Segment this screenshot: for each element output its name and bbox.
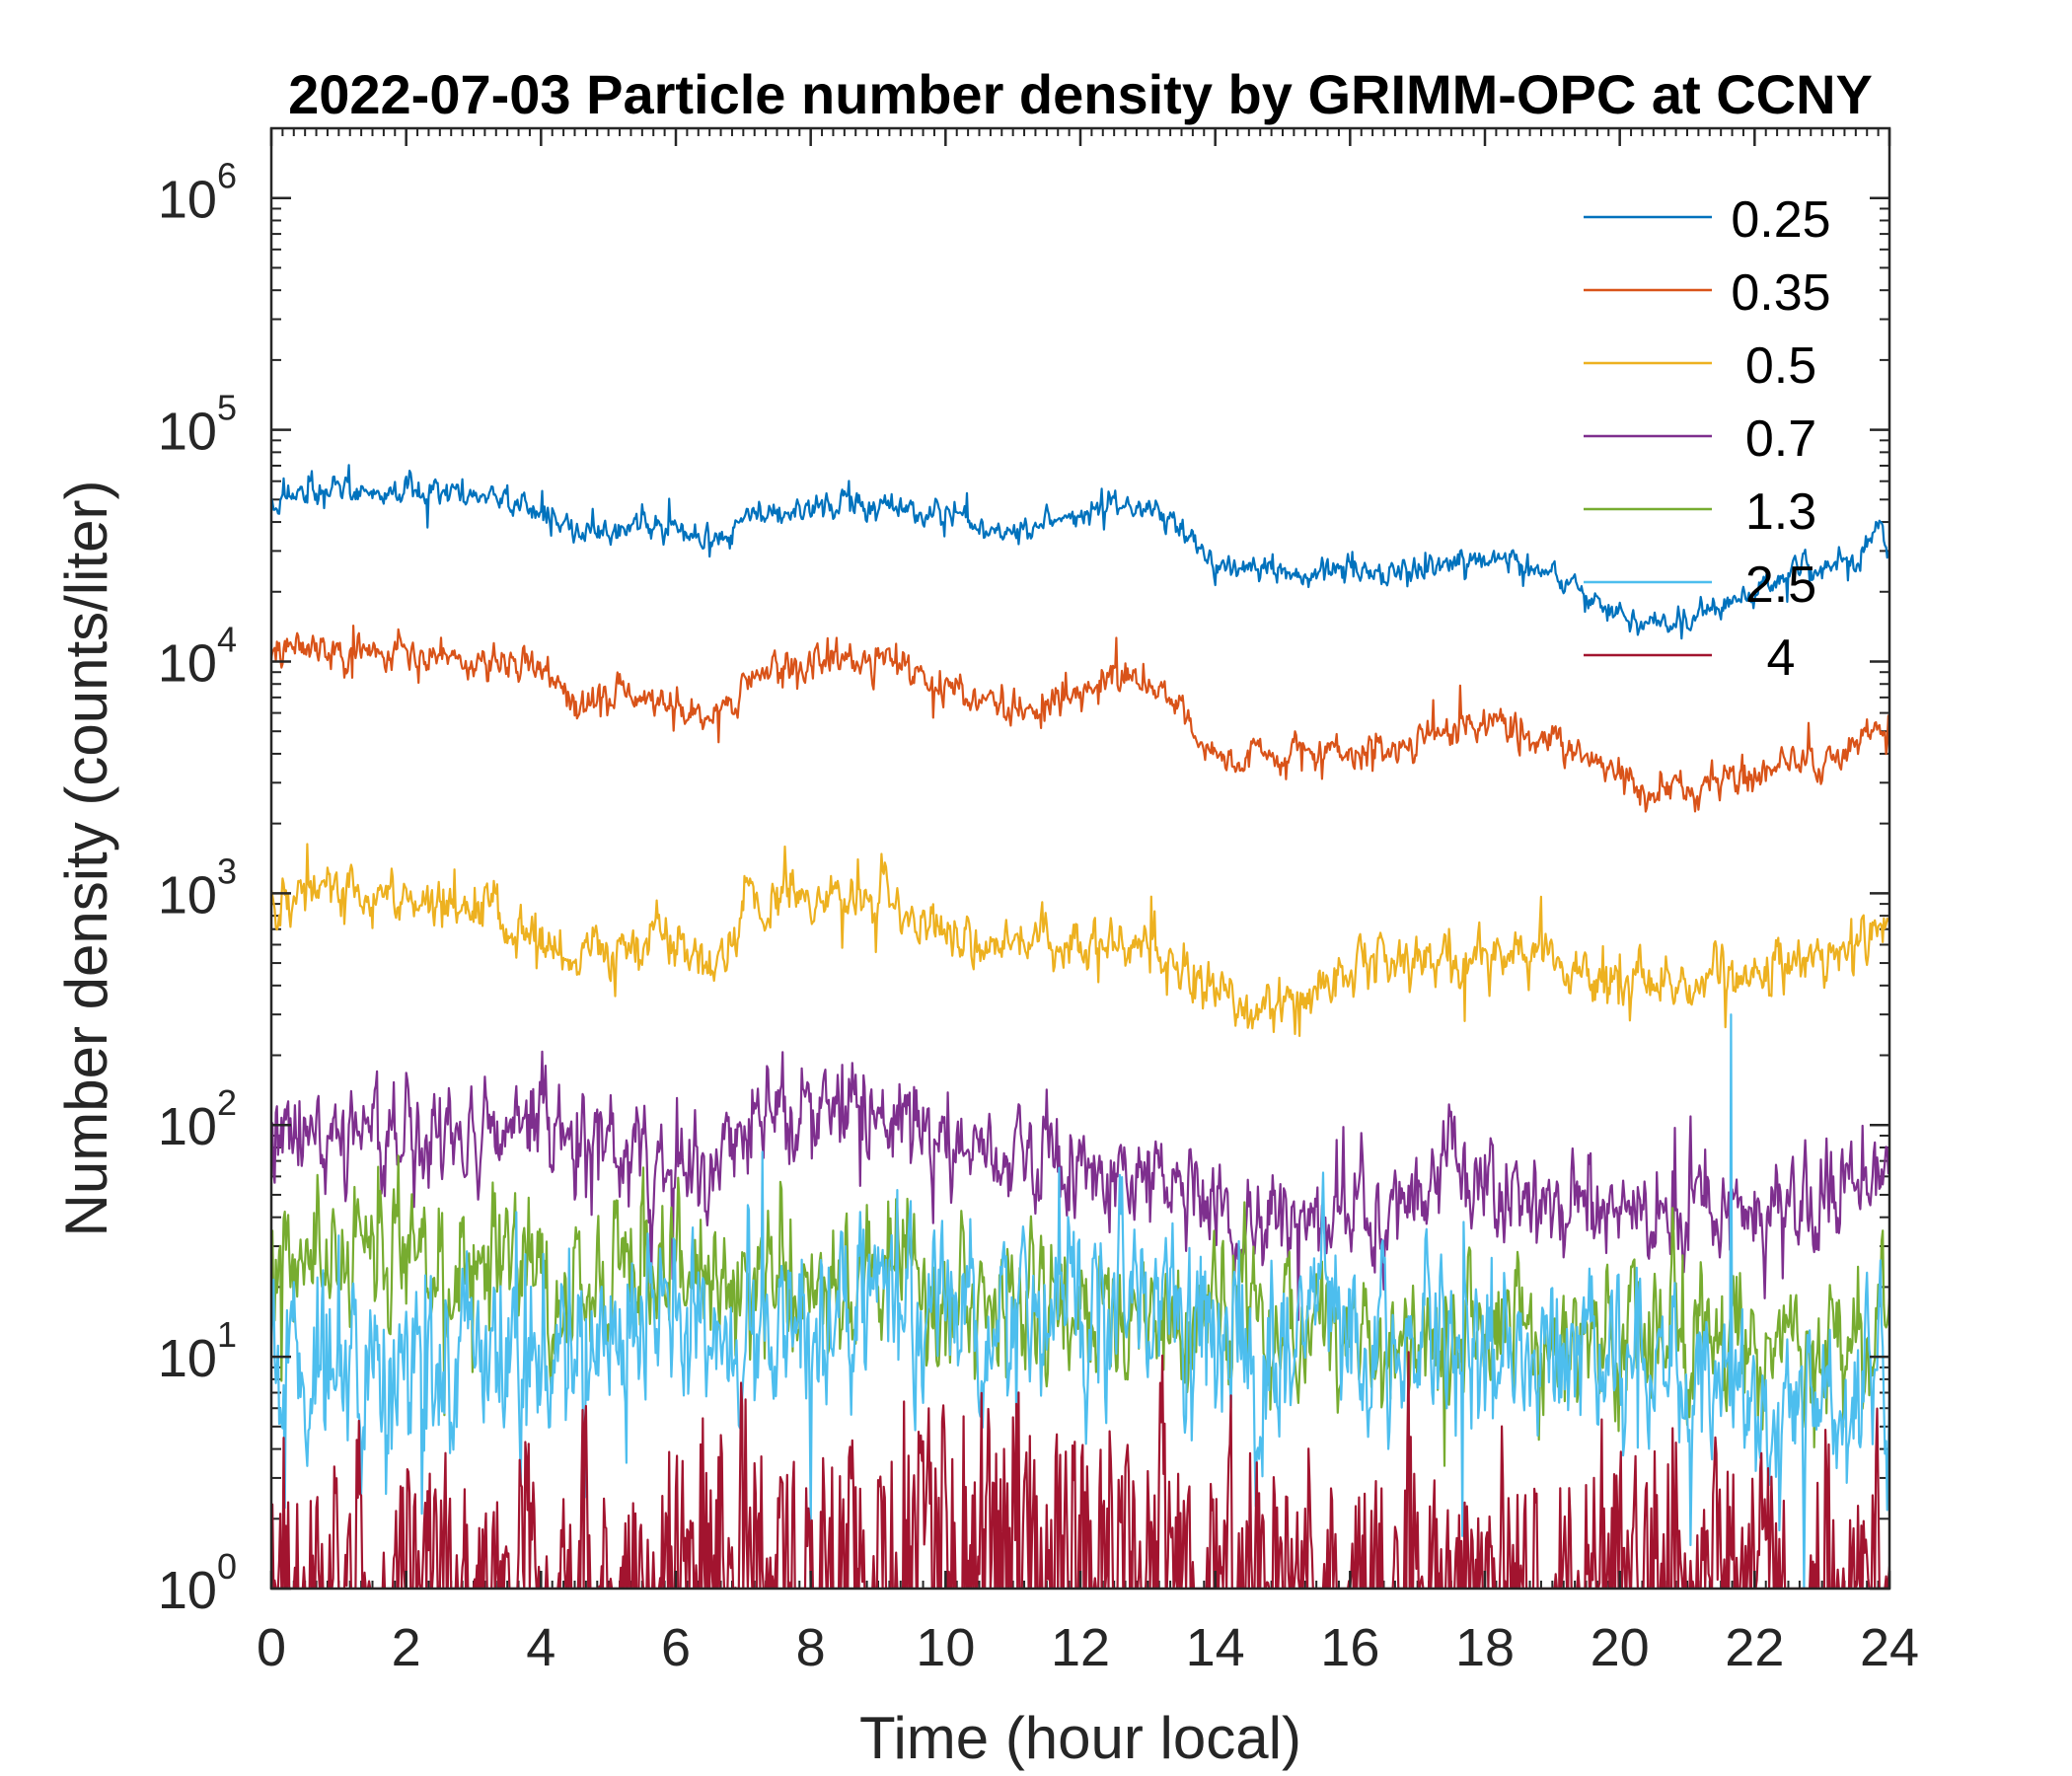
x-tick-label: 22 xyxy=(1725,1618,1784,1677)
x-tick-label: 18 xyxy=(1455,1618,1515,1677)
y-axis-label: Number density (counts/liter) xyxy=(53,481,119,1237)
x-tick-label: 6 xyxy=(661,1618,691,1677)
legend: 0.25 0.35 0.5 0.7 1.3 2.5 4 xyxy=(1584,191,1831,687)
legend-label: 1.3 xyxy=(1745,483,1816,541)
y-axis: 100 101 102 103 104 105 106 xyxy=(158,156,1889,1620)
series-line-0-5 xyxy=(271,843,1889,1038)
series-line-0-7 xyxy=(271,1050,1889,1321)
series-lines xyxy=(271,464,1889,1589)
x-tick-label: 16 xyxy=(1320,1618,1379,1677)
x-axis-label: Time (hour local) xyxy=(859,1705,1301,1771)
y-tick-label: 102 xyxy=(158,1082,237,1156)
y-tick-label: 103 xyxy=(158,851,237,925)
x-axis: 0 2 4 6 8 10 12 14 16 18 20 22 24 xyxy=(257,128,1919,1677)
legend-label: 0.35 xyxy=(1731,264,1830,322)
x-tick-label: 12 xyxy=(1051,1618,1110,1677)
chart-title: 2022-07-03 Particle number density by GR… xyxy=(288,63,1873,125)
series-line-2-5 xyxy=(271,1013,1889,1589)
y-tick-label: 106 xyxy=(158,156,237,230)
x-tick-label: 2 xyxy=(392,1618,421,1677)
legend-label: 0.7 xyxy=(1745,410,1816,468)
y-tick-label: 101 xyxy=(158,1314,237,1388)
y-tick-label: 104 xyxy=(158,619,237,693)
legend-label: 2.5 xyxy=(1745,556,1816,614)
x-tick-label: 8 xyxy=(796,1618,826,1677)
x-tick-label: 20 xyxy=(1591,1618,1650,1677)
x-tick-label: 10 xyxy=(916,1618,975,1677)
series-line-4 xyxy=(271,1351,1889,1589)
series-line-0-25 xyxy=(271,464,1889,640)
y-tick-label: 100 xyxy=(158,1546,237,1620)
legend-label: 0.5 xyxy=(1745,337,1816,395)
y-tick-label: 105 xyxy=(158,388,237,462)
x-tick-label: 24 xyxy=(1860,1618,1919,1677)
x-tick-label: 0 xyxy=(257,1618,286,1677)
x-tick-label: 14 xyxy=(1186,1618,1245,1677)
x-tick-label: 4 xyxy=(526,1618,555,1677)
series-line-0-35 xyxy=(271,625,1889,813)
legend-label: 0.25 xyxy=(1731,191,1830,249)
legend-label: 4 xyxy=(1767,629,1796,687)
